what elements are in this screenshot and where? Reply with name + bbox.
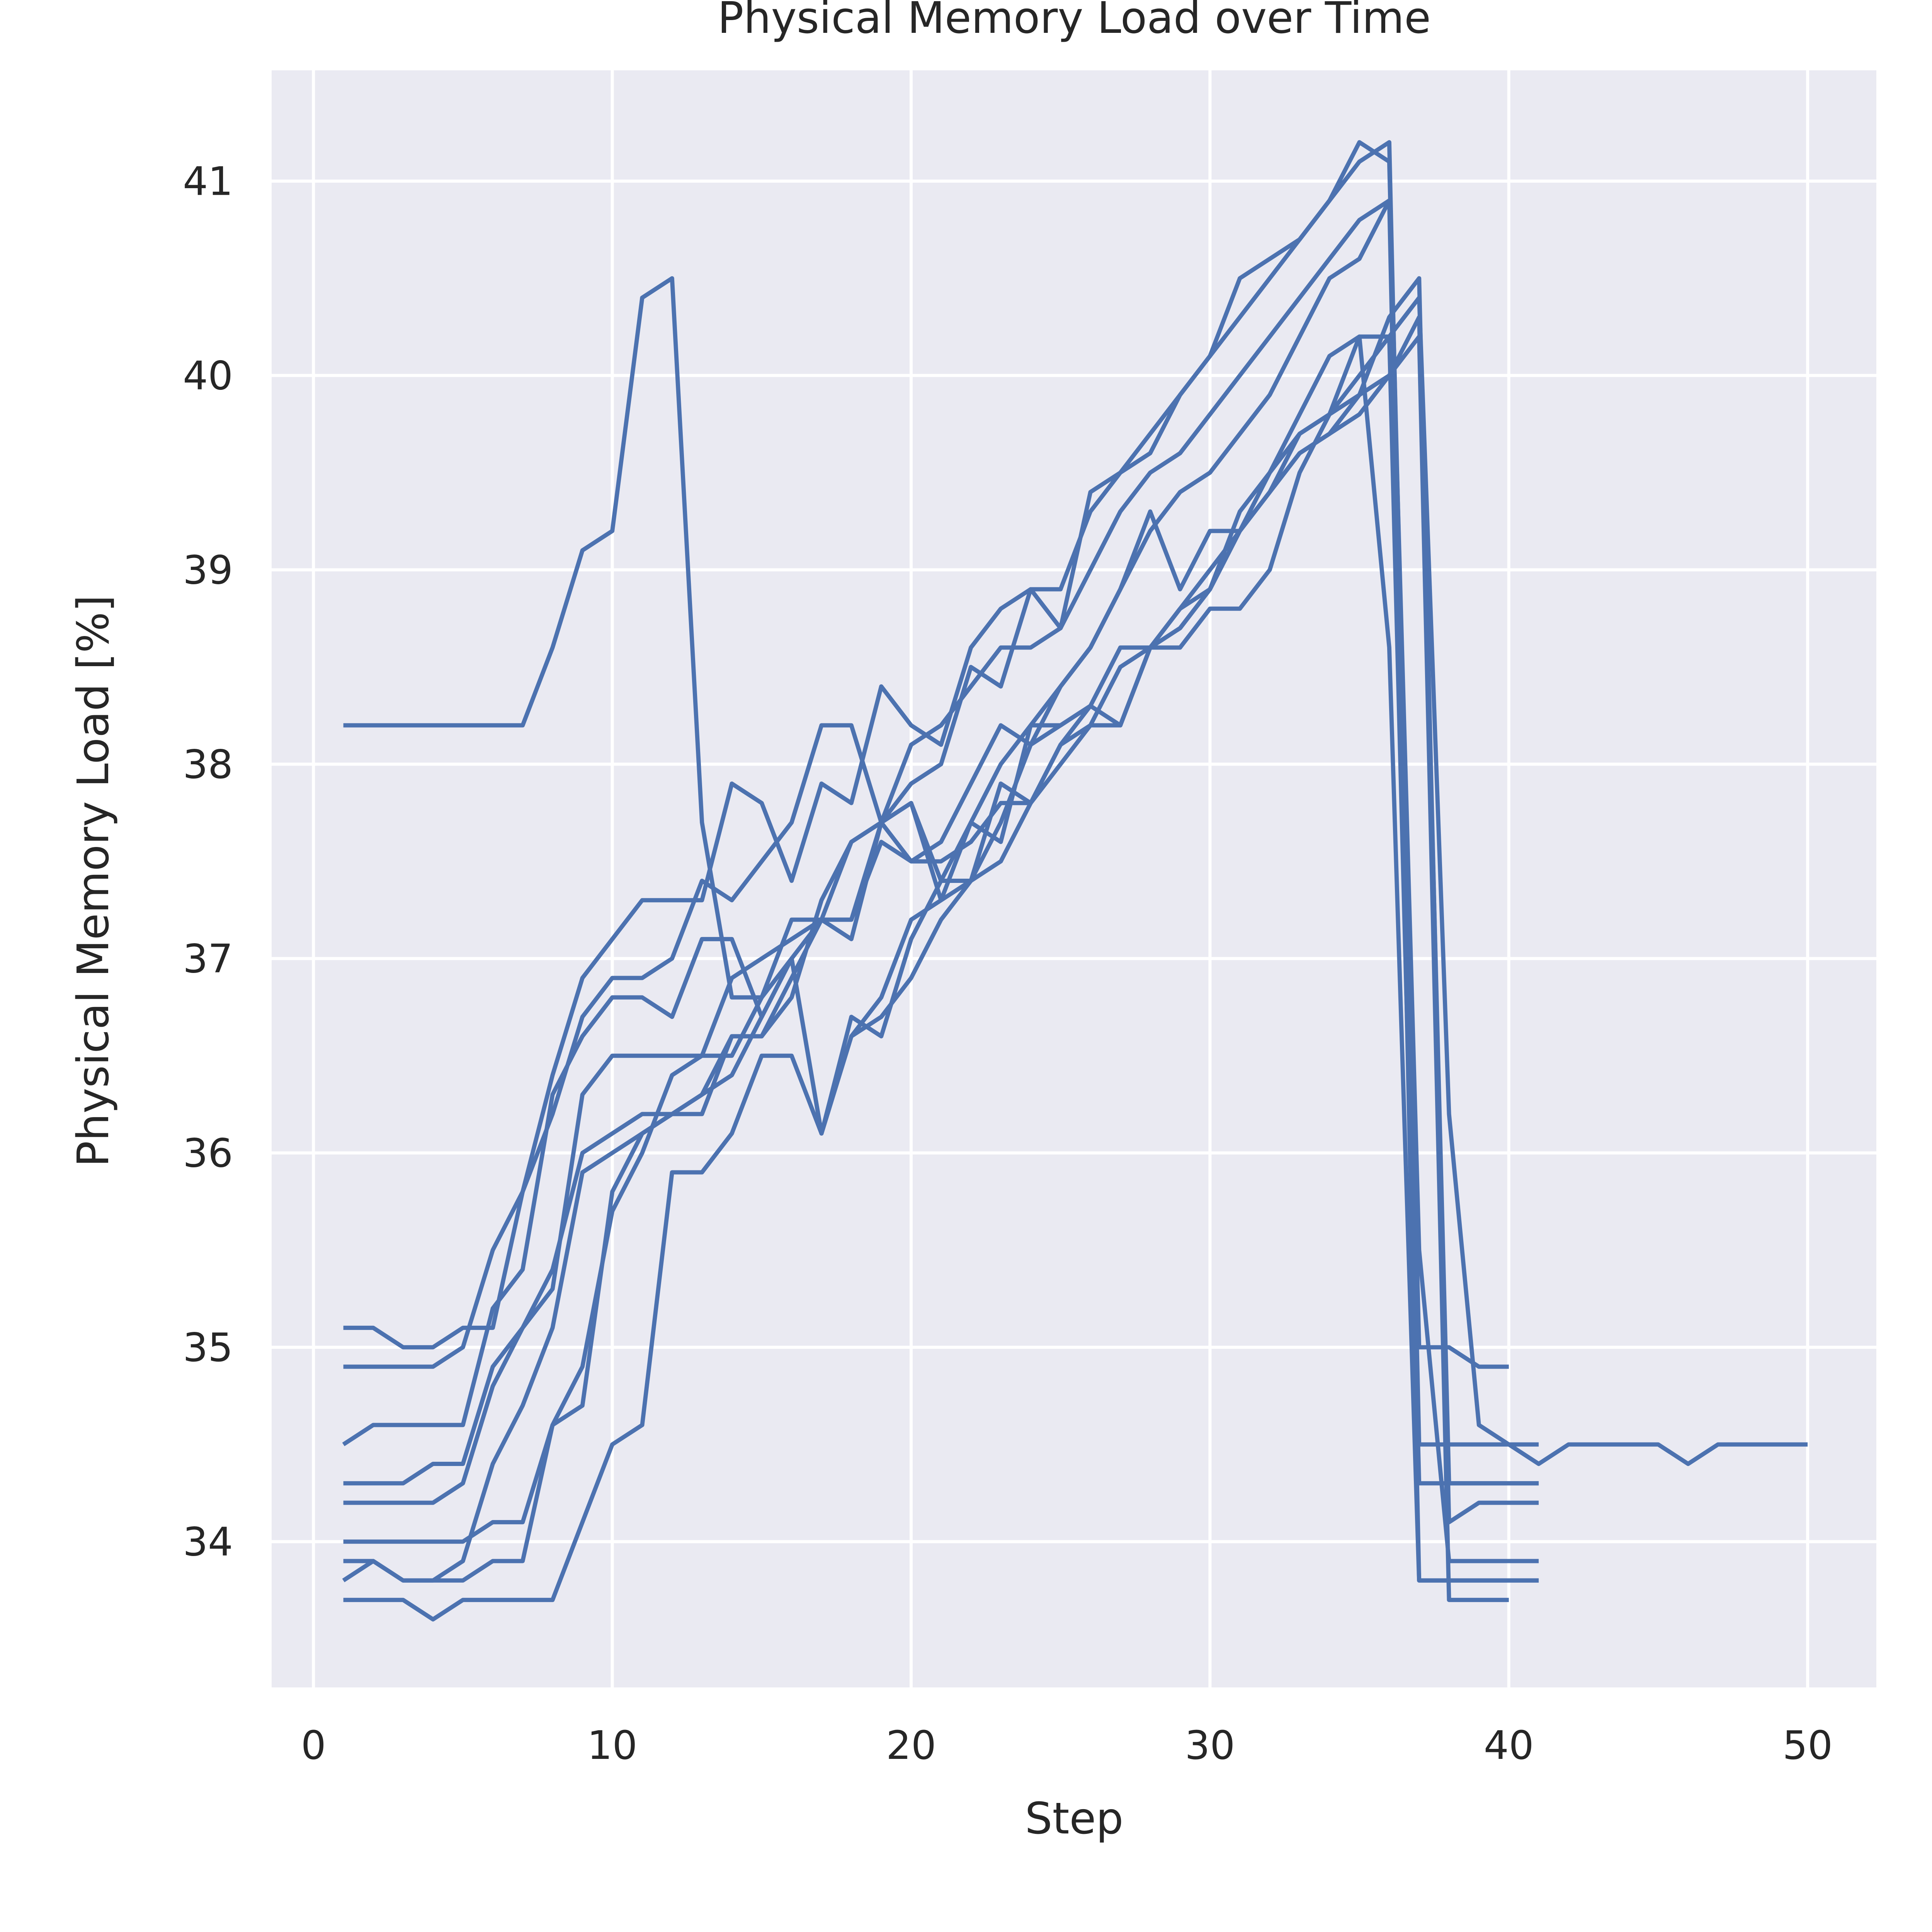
- y-tick-label: 34: [183, 1519, 233, 1565]
- series-line-3: [343, 140, 1509, 1369]
- x-axis-label: Step: [1025, 1794, 1123, 1844]
- y-tick-label: 40: [183, 353, 233, 399]
- y-tick-label: 37: [183, 936, 233, 982]
- y-tick-label: 35: [183, 1325, 233, 1371]
- y-tick-label: 38: [183, 742, 233, 788]
- x-tick-label: 50: [1782, 1723, 1833, 1769]
- x-tick-label: 30: [1185, 1723, 1235, 1769]
- series-line-4: [342, 334, 1539, 1486]
- y-tick-label: 39: [183, 548, 233, 594]
- series-line-1: [343, 276, 1808, 1466]
- x-tick-label: 40: [1484, 1723, 1534, 1769]
- x-tick-label: 0: [301, 1723, 326, 1769]
- chart-title: Physical Memory Load over Time: [718, 0, 1431, 43]
- series-line-9: [343, 198, 1539, 1583]
- x-gridlines: [312, 70, 1810, 1687]
- series-line-6: [343, 334, 1539, 1583]
- y-tick-label: 41: [183, 159, 233, 205]
- series-line-7: [343, 198, 1539, 1563]
- series-layer: [342, 140, 1808, 1622]
- x-tick-label: 20: [886, 1723, 936, 1769]
- x-tick-labels: 0 10 20 30 40 50: [301, 1723, 1833, 1769]
- series-line-2: [343, 140, 1539, 1447]
- y-axis-label: Physical Memory Load [%]: [68, 595, 119, 1167]
- plot-background: [272, 70, 1876, 1687]
- y-tick-label: 36: [183, 1131, 233, 1177]
- y-tick-labels: 34 35 36 37 38 39 40 41: [183, 159, 233, 1565]
- x-tick-label: 10: [587, 1723, 638, 1769]
- series-line-10: [343, 315, 1539, 1622]
